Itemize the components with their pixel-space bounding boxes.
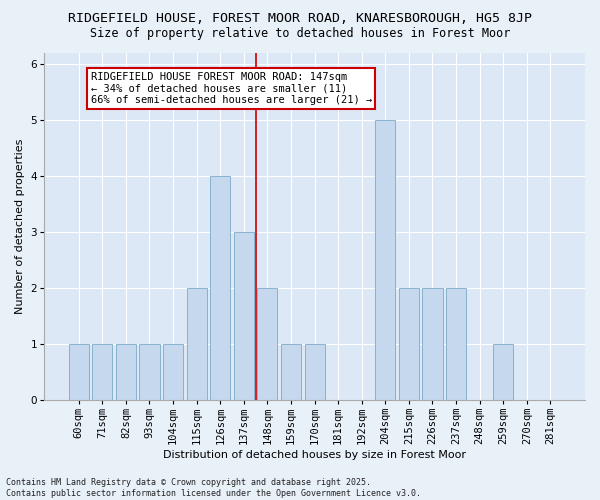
- Bar: [422, 288, 443, 400]
- Bar: [69, 344, 89, 400]
- Text: RIDGEFIELD HOUSE, FOREST MOOR ROAD, KNARESBOROUGH, HG5 8JP: RIDGEFIELD HOUSE, FOREST MOOR ROAD, KNAR…: [68, 12, 532, 26]
- Bar: [163, 344, 183, 400]
- Y-axis label: Number of detached properties: Number of detached properties: [15, 138, 25, 314]
- Bar: [375, 120, 395, 400]
- Bar: [446, 288, 466, 400]
- X-axis label: Distribution of detached houses by size in Forest Moor: Distribution of detached houses by size …: [163, 450, 466, 460]
- Bar: [493, 344, 513, 400]
- Bar: [187, 288, 206, 400]
- Text: Size of property relative to detached houses in Forest Moor: Size of property relative to detached ho…: [90, 28, 510, 40]
- Text: Contains HM Land Registry data © Crown copyright and database right 2025.
Contai: Contains HM Land Registry data © Crown c…: [6, 478, 421, 498]
- Text: RIDGEFIELD HOUSE FOREST MOOR ROAD: 147sqm
← 34% of detached houses are smaller (: RIDGEFIELD HOUSE FOREST MOOR ROAD: 147sq…: [91, 72, 372, 106]
- Bar: [399, 288, 419, 400]
- Bar: [305, 344, 325, 400]
- Bar: [139, 344, 160, 400]
- Bar: [257, 288, 277, 400]
- Bar: [116, 344, 136, 400]
- Bar: [281, 344, 301, 400]
- Bar: [234, 232, 254, 400]
- Bar: [92, 344, 112, 400]
- Bar: [210, 176, 230, 400]
